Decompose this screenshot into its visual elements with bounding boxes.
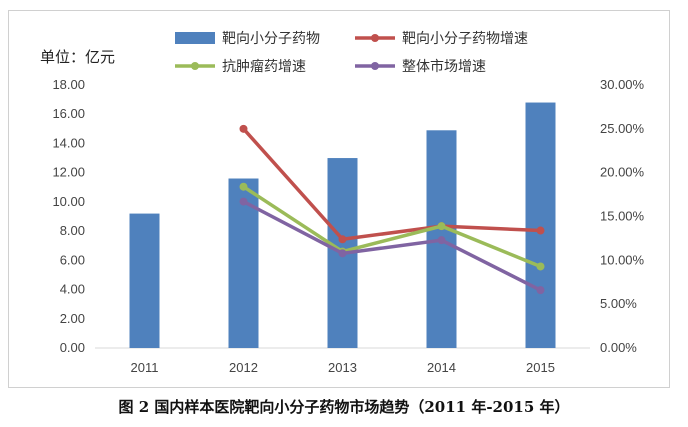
- legend-marker: [371, 34, 379, 42]
- x-tick-label: 2014: [427, 360, 456, 375]
- series-line: [242, 127, 541, 242]
- legend-marker: [191, 62, 199, 70]
- series-point: [239, 124, 248, 133]
- y-right-tick-label: 20.00%: [600, 165, 645, 180]
- chart-frame: [8, 10, 670, 388]
- y-right-tick-label: 5.00%: [600, 296, 637, 311]
- x-tick-label: 2011: [131, 360, 159, 375]
- series-point: [536, 226, 545, 235]
- y-right-tick-label: 15.00%: [600, 209, 645, 224]
- legend-label: 靶向小分子药物: [222, 30, 320, 46]
- series-point: [536, 262, 545, 271]
- y-left-tick-label: 14.00: [52, 135, 85, 150]
- y-left-tick-label: 16.00: [52, 106, 85, 121]
- x-tick-label: 2013: [328, 360, 357, 375]
- series-point: [437, 222, 446, 231]
- series-point: [338, 249, 347, 258]
- y-left-tick-label: 8.00: [60, 223, 85, 238]
- series-point: [338, 235, 347, 244]
- legend-label: 靶向小分子药物增速: [402, 30, 528, 46]
- bar: [129, 213, 160, 348]
- y-left-tick-label: 2.00: [60, 311, 85, 326]
- legend-marker: [371, 62, 379, 70]
- x-tick-label: 2012: [229, 360, 258, 375]
- series-point: [437, 236, 446, 245]
- legend-swatch: [175, 32, 215, 44]
- legend-label: 整体市场增速: [402, 58, 486, 74]
- x-tick-label: 2015: [526, 360, 555, 375]
- series-line: [242, 185, 542, 269]
- unit-label: 单位：亿元: [40, 48, 116, 66]
- series-point: [239, 197, 248, 206]
- y-left-tick-label: 6.00: [60, 252, 85, 267]
- legend-label: 抗肿瘤药增速: [222, 58, 306, 74]
- y-left-tick-label: 18.00: [52, 77, 85, 92]
- y-right-tick-label: 30.00%: [600, 77, 645, 92]
- y-left-tick-label: 4.00: [60, 282, 85, 297]
- y-right-tick-label: 25.00%: [600, 121, 645, 136]
- y-left-tick-label: 12.00: [52, 165, 85, 180]
- y-left-tick-label: 0.00: [60, 340, 85, 355]
- y-right-tick-label: 10.00%: [600, 252, 645, 267]
- figure-caption: 图 2 国内样本医院靶向小分子药物市场趋势（2011 年-2015 年）: [118, 398, 570, 416]
- series-point: [239, 182, 248, 191]
- y-right-tick-label: 0.00%: [600, 340, 637, 355]
- y-left-tick-label: 10.00: [52, 194, 85, 209]
- series-point: [536, 286, 545, 295]
- series-line: [242, 200, 542, 292]
- bar: [525, 102, 556, 349]
